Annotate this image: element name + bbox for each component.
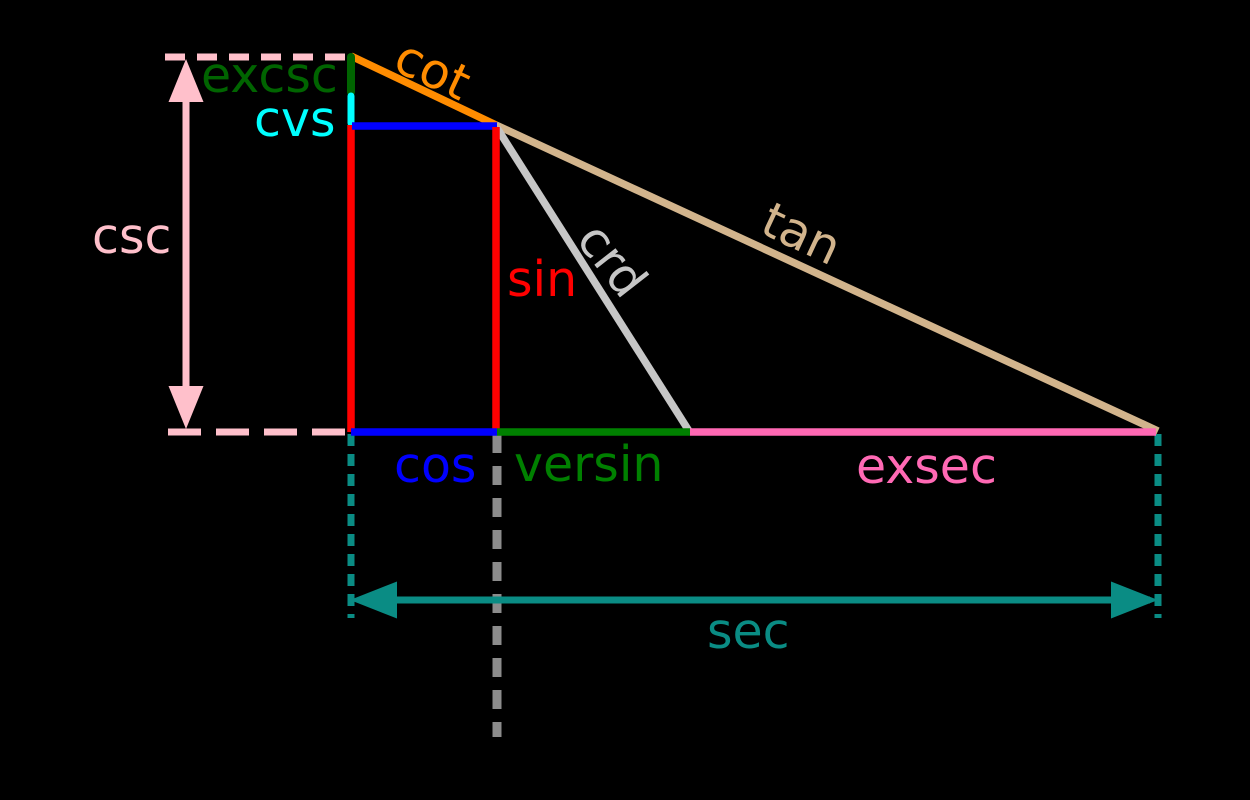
cos-label: cos <box>394 437 476 494</box>
sec-arrow <box>350 581 1158 619</box>
csc-arrow <box>168 59 204 429</box>
exsec-label: exsec <box>856 438 997 495</box>
cvs-label: cvs <box>254 91 335 148</box>
sec-arrow-right-head-icon <box>1111 581 1158 619</box>
sec-label: sec <box>707 603 790 660</box>
excsc-label: excsc <box>201 47 338 104</box>
csc-arrow-down-head-icon <box>168 386 204 429</box>
csc-arrow-up-head-icon <box>168 59 204 102</box>
csc-label: csc <box>92 208 171 265</box>
versin-label: versin <box>514 436 664 493</box>
crd-line <box>493 125 693 434</box>
sec-arrow-left-head-icon <box>350 581 397 619</box>
tan-line <box>494 121 1160 435</box>
sin-label: sin <box>507 251 577 308</box>
cot-line <box>349 52 498 129</box>
